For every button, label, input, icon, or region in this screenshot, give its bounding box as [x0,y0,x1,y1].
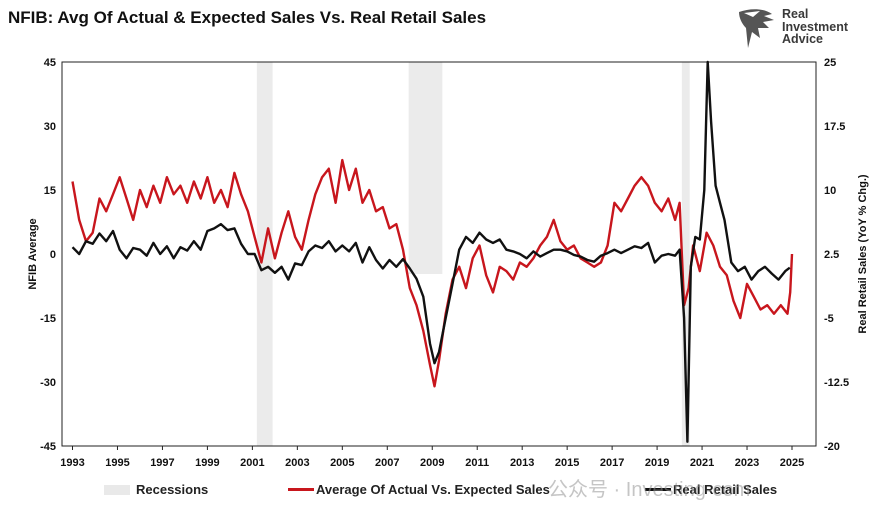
x-ticks: 1993 1995 1997 1999 2001 2003 2005 2007 2009 2011… [60,446,804,469]
x-tick-label: 1995 [105,457,129,469]
x-tick-label: 2015 [555,457,579,469]
y-tick-label-left: 30 [44,121,56,133]
y-tick-label-right: 25 [824,57,836,69]
logo-line-1: Real [782,7,809,21]
x-tick-label: 2021 [690,457,714,469]
y-axis-label-left: NFIB Average [27,218,39,289]
recession-band [256,62,273,446]
y-tick-label-right: -5 [824,313,834,325]
y-tick-label-left: 45 [44,57,56,69]
logo-wordmark: Real Investment Advice [782,8,848,46]
y-ticks: 45 30 15 0 -15 -30 -45 25 17.5 10 2.5 -5 -12.5 -20 [40,57,849,453]
chart-legend: Recessions Average Of Actual Vs. Expecte… [0,480,877,500]
y-tick-label-right: 17.5 [824,121,845,133]
x-tick-label: 2011 [465,457,489,469]
watermark-text: 公众号 · Investing-com [548,479,751,501]
x-tick-label: 2003 [285,457,309,469]
x-tick-label: 2001 [240,457,264,469]
logo-line-3: Advice [782,32,823,46]
y-tick-label-left: 0 [50,249,56,261]
y-tick-label-left: -45 [40,441,56,453]
series-line-nfib-average [71,158,794,388]
x-tick-label: 2023 [735,457,759,469]
x-tick-label: 2025 [780,457,804,469]
x-tick-label: 2005 [330,457,354,469]
legend-label-nfib: Average Of Actual Vs. Expected Sales [316,482,550,497]
eagle-logo-icon [739,9,774,48]
legend-swatch-nfib [288,488,314,491]
legend-swatch-retail [645,488,671,491]
x-tick-label: 2007 [375,457,399,469]
x-tick-label: 2013 [510,457,534,469]
legend-item-nfib: Average Of Actual Vs. Expected Sales [288,482,550,497]
recession-band [408,62,443,274]
y-tick-label-right: -20 [824,441,840,453]
legend-item-recessions: Recessions [104,482,208,497]
y-tick-label-left: -30 [40,377,56,389]
legend-label-recessions: Recessions [136,482,209,497]
legend-swatch-recessions [104,484,130,495]
x-tick-label: 1997 [150,457,174,469]
y-axis-label-right: Real Retail Sales (YoY % Chg.) [857,174,869,333]
plot-frame [61,61,817,447]
recession-band [681,62,690,446]
legend-label-retail: Real Retail Sales [673,482,778,497]
y-tick-label-right: -12.5 [824,377,849,389]
x-tick-label: 1999 [195,457,219,469]
y-tick-label-left: -15 [40,313,56,325]
x-tick-label: 1993 [60,457,84,469]
logo-line-2: Investment [782,19,848,34]
y-tick-label-right: 2.5 [824,249,839,261]
brand-logo: Real Investment Advice [736,6,874,50]
x-tick-label: 2019 [645,457,669,469]
x-tick-label: 2017 [600,457,624,469]
x-tick-label: 2009 [420,457,444,469]
recession-bands [256,62,690,446]
series-line-real-retail-sales [71,60,791,443]
legend-item-retail: Real Retail Sales [645,482,777,497]
y-tick-label-left: 15 [44,185,56,197]
chart-title: NFIB: Avg Of Actual & Expected Sales Vs.… [8,8,487,27]
series-lines [71,60,794,443]
y-tick-label-right: 10 [824,185,836,197]
